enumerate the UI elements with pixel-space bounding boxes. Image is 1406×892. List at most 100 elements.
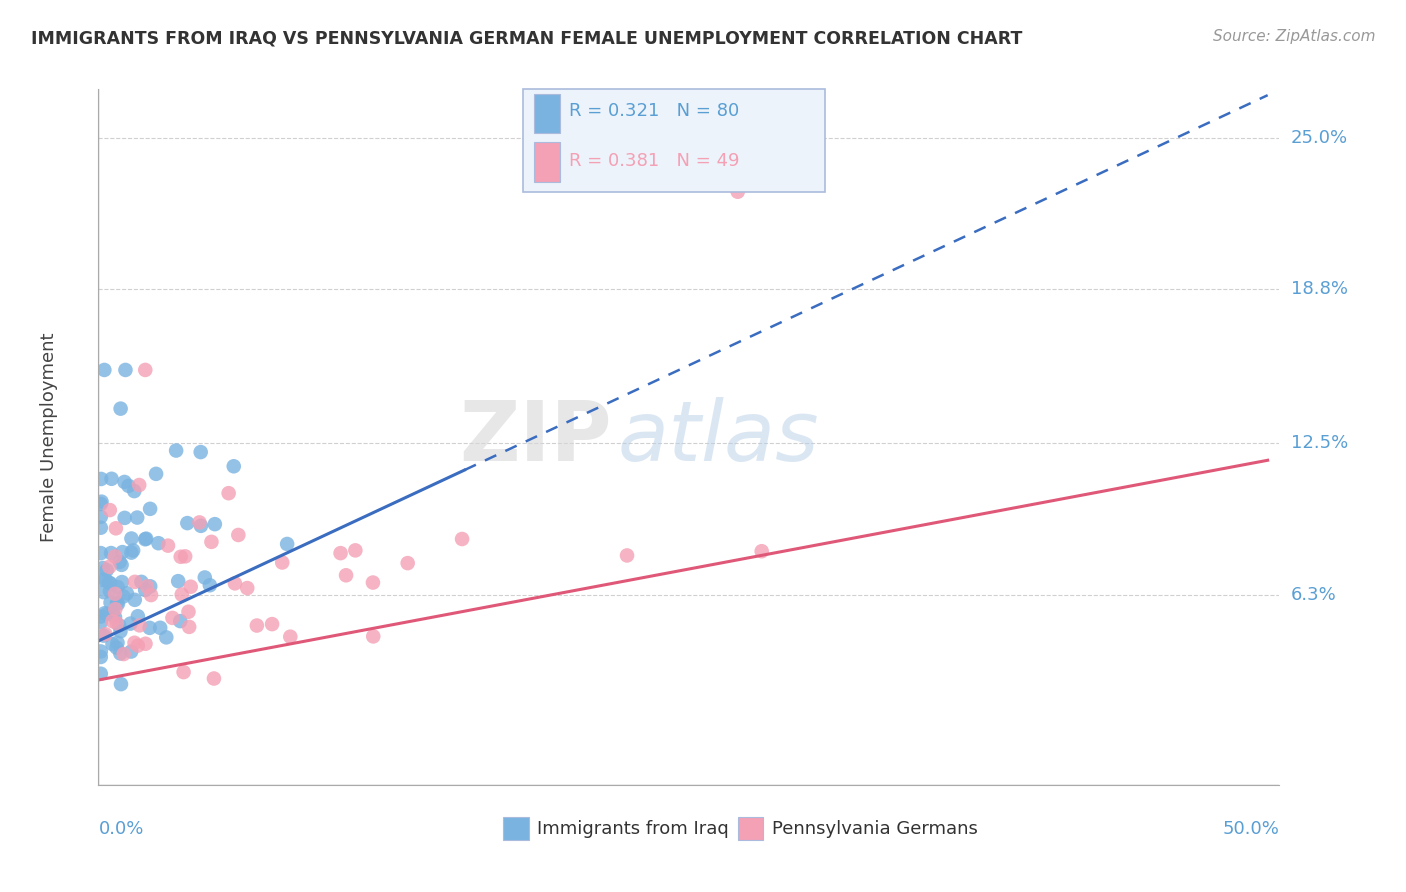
Point (134, 582, 156, 597)
Point (127, 639, 149, 653)
Point (120, 644, 142, 658)
Point (127, 609, 149, 624)
Point (156, 539, 179, 553)
Point (114, 363, 136, 377)
Point (107, 580, 129, 594)
Point (100, 596, 122, 610)
Point (451, 532, 474, 546)
Point (727, 185, 749, 199)
Text: Source: ZipAtlas.com: Source: ZipAtlas.com (1212, 29, 1375, 45)
Point (98, 559, 121, 574)
Point (93, 585, 115, 599)
Point (616, 549, 638, 563)
Point (96, 563, 118, 577)
Point (170, 549, 193, 564)
Point (165, 443, 187, 458)
Point (91, 573, 114, 587)
Point (101, 614, 124, 628)
Point (110, 401, 132, 416)
Point (246, 618, 269, 632)
Point (176, 516, 198, 530)
Point (90, 644, 112, 658)
Point (134, 363, 156, 377)
Point (139, 579, 162, 593)
Point (100, 472, 122, 486)
Text: 0.0%: 0.0% (98, 820, 143, 838)
Point (396, 556, 419, 570)
Text: Pennsylvania Germans: Pennsylvania Germans (772, 820, 977, 838)
Point (114, 475, 136, 489)
Point (200, 534, 222, 549)
Point (122, 543, 145, 558)
Point (114, 511, 136, 525)
Point (224, 576, 246, 591)
Point (101, 637, 124, 651)
Text: 12.5%: 12.5% (1291, 434, 1348, 452)
Point (115, 586, 138, 600)
Point (329, 546, 352, 560)
Point (202, 672, 225, 686)
Point (110, 624, 132, 639)
Point (93, 363, 115, 377)
Point (93, 629, 115, 643)
Point (108, 555, 131, 569)
Point (104, 587, 127, 601)
Point (148, 536, 170, 550)
Point (276, 537, 298, 551)
Point (262, 617, 284, 632)
Point (134, 533, 156, 547)
Point (101, 607, 124, 621)
Point (120, 546, 142, 560)
Point (124, 636, 146, 650)
Point (110, 558, 132, 572)
Point (190, 519, 212, 533)
Point (112, 647, 135, 661)
Text: 6.3%: 6.3% (1291, 585, 1336, 604)
Point (190, 445, 212, 459)
Point (145, 467, 167, 481)
Point (149, 621, 172, 635)
Point (90, 615, 112, 630)
Point (122, 484, 145, 499)
Point (135, 532, 157, 546)
Point (198, 578, 221, 592)
Point (204, 517, 226, 532)
Point (222, 459, 245, 474)
Point (361, 575, 384, 590)
Point (162, 611, 184, 625)
Point (361, 629, 384, 643)
Point (177, 605, 200, 619)
Point (111, 575, 134, 590)
Text: ZIP: ZIP (460, 397, 612, 477)
Point (110, 677, 132, 691)
Point (170, 588, 193, 602)
Point (108, 618, 131, 632)
Point (90, 609, 112, 624)
Point (169, 614, 191, 628)
Point (138, 621, 160, 635)
Point (179, 620, 201, 634)
Text: 18.8%: 18.8% (1291, 280, 1347, 299)
Point (105, 616, 128, 631)
Point (335, 568, 357, 582)
Point (94, 573, 117, 587)
Point (105, 596, 128, 610)
Point (167, 574, 190, 589)
Point (174, 549, 197, 564)
Point (139, 588, 162, 602)
Text: 50.0%: 50.0% (1223, 820, 1279, 838)
Point (104, 602, 127, 616)
Point (194, 570, 217, 584)
Point (173, 665, 195, 679)
Point (96, 607, 118, 621)
Point (90, 521, 112, 535)
Point (105, 640, 128, 655)
Point (90, 494, 112, 508)
Point (90, 666, 112, 681)
Point (124, 574, 146, 589)
Point (91, 561, 114, 575)
Text: IMMIGRANTS FROM IRAQ VS PENNSYLVANIA GERMAN FEMALE UNEMPLOYMENT CORRELATION CHAR: IMMIGRANTS FROM IRAQ VS PENNSYLVANIA GER… (31, 29, 1022, 47)
Text: R = 0.321   N = 80: R = 0.321 N = 80 (569, 102, 740, 120)
Point (98, 576, 121, 591)
Point (90, 472, 112, 486)
